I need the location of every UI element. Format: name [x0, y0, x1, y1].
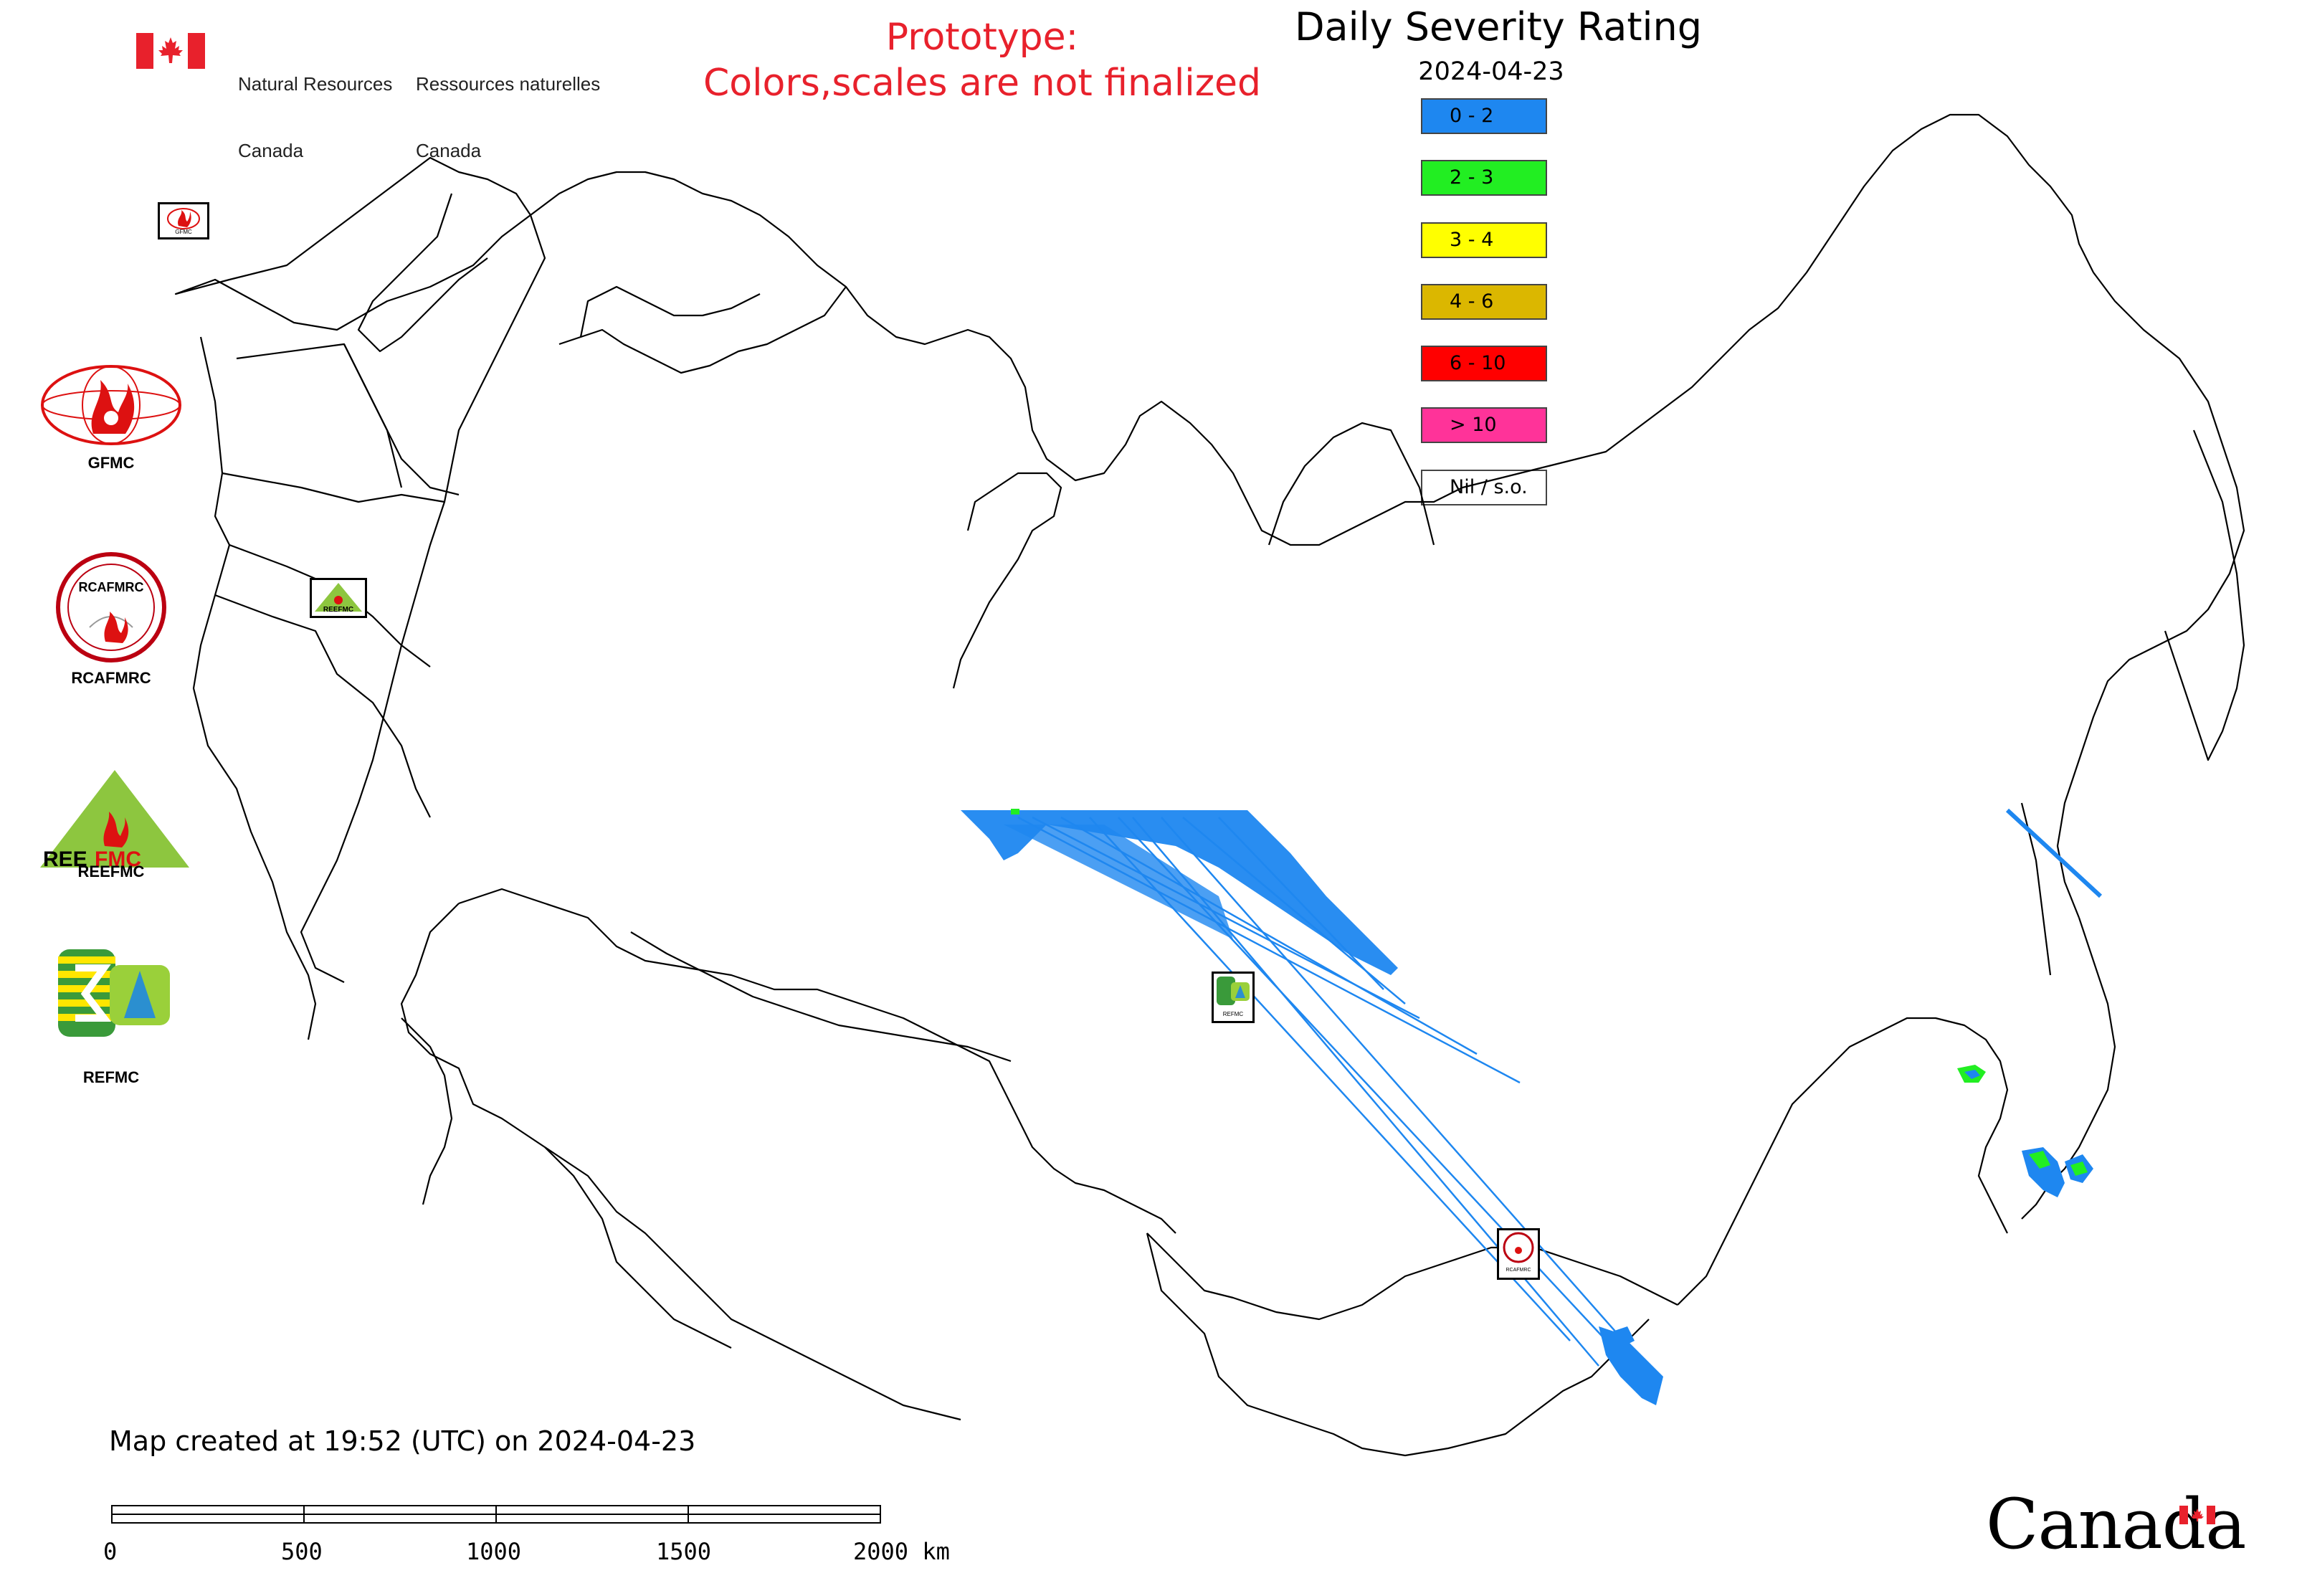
refmc-logo: REFMC: [54, 946, 197, 1090]
legend-item-nil: Nil / s.o.: [1421, 470, 1547, 505]
org-name-en: Natural Resources Canada: [238, 29, 392, 206]
canada-wordmark: Canada: [1986, 1484, 2246, 1564]
org-fr-line1: Ressources naturelles: [416, 73, 601, 95]
central-asia-south: [544, 1146, 961, 1421]
map-marker-gfmc[interactable]: GFMC: [158, 202, 209, 239]
gfmc-marker-label: GFMC: [175, 229, 192, 235]
reefmc-logo: REE FMC: [36, 767, 194, 875]
legend-item-2-3: 2 - 3: [1421, 160, 1547, 196]
goc-signature: Natural Resources Canada Ressources natu…: [136, 29, 602, 161]
scandinavia-outline: [174, 156, 532, 331]
russia-west-border: [300, 214, 546, 983]
legend-item-6-10: 6 - 10: [1421, 346, 1547, 381]
kola-peninsula: [530, 171, 847, 374]
europe-west-edge: [192, 336, 317, 1040]
novaya-zemlya: [952, 472, 1062, 689]
svg-text:RCAFMRC: RCAFMRC: [79, 580, 144, 594]
severity-region-primorye: [2022, 1147, 2065, 1197]
scale-label-0: 0: [103, 1538, 118, 1565]
rcafmrc-marker-icon: [1503, 1232, 1534, 1263]
china-north-border: [1677, 1017, 2009, 1306]
refmc-logo-icon: [58, 949, 170, 1037]
legend-item-gt-10: > 10: [1421, 407, 1547, 443]
org-fr-line2: Canada: [416, 140, 482, 161]
prototype-line2: Colors,scales are not finalized: [703, 62, 1262, 105]
legend-item-0-2: 0 - 2: [1421, 98, 1547, 134]
legend-title: Daily Severity Rating: [1294, 4, 1703, 49]
legend-item-3-4: 3 - 4: [1421, 222, 1547, 258]
map-marker-reefmc[interactable]: REEFMC: [310, 578, 367, 618]
caspian-sea: [401, 1017, 453, 1205]
rcafmrc-logo: RCAFMRC RCAFMRC: [39, 548, 183, 692]
kazakhstan-outline: [458, 888, 1176, 1234]
org-en-line1: Natural Resources: [238, 73, 393, 95]
reefmc-marker-icon: [315, 583, 362, 612]
russia-pacific-coast: [2056, 272, 2245, 918]
russia-kazakhstan-border: [630, 931, 1012, 1063]
gfmc-marker-icon: [167, 208, 200, 229]
rcafmrc-logo-icon: RCAFMRC: [56, 552, 166, 662]
reefmc-label: REEFMC: [77, 863, 145, 880]
legend-date: 2024-04-23: [1418, 57, 1564, 86]
org-en-line2: Canada: [238, 140, 304, 161]
map-marker-refmc[interactable]: REFMC: [1212, 972, 1255, 1023]
russia-arctic-coast: [845, 113, 2094, 546]
reefmc-logo-icon: REE FMC: [40, 770, 189, 871]
gfmc-logo: GFMC: [36, 362, 186, 477]
map-marker-rcafmrc[interactable]: RCAFMRC: [1497, 1228, 1540, 1280]
prototype-note: Prototype: Colors,scales are not finaliz…: [645, 14, 1319, 106]
org-name-fr: Ressources naturelles Canada: [416, 29, 600, 206]
scale-label-2000km: 2000 km: [853, 1538, 950, 1565]
map-created-timestamp: Map created at 19:52 (UTC) on 2024-04-23: [109, 1425, 696, 1457]
kamchatka: [2164, 429, 2245, 761]
refmc-marker-label: REFMC: [1222, 1011, 1244, 1017]
rcafmrc-label: RCAFMRC: [71, 669, 151, 687]
legend-item-4-6: 4 - 6: [1421, 284, 1547, 320]
canada-flag-icon: [136, 33, 205, 69]
prototype-line1: Prototype:: [885, 16, 1079, 59]
severity-streak-sakhalin: [2005, 808, 2103, 898]
mongolia-outline: [1146, 1232, 1678, 1321]
severity-region-0-2-streaks: [961, 810, 1398, 975]
reefmc-marker-label: REEFMC: [323, 606, 354, 614]
svg-text:FMC: FMC: [95, 847, 141, 871]
severity-region-0-2-south: [1599, 1326, 1663, 1405]
scale-bar: [111, 1505, 881, 1524]
rcafmrc-marker-label: RCAFMRC: [1506, 1268, 1531, 1273]
taymyr: [1267, 422, 1435, 546]
scale-label-1000: 1000: [466, 1538, 522, 1565]
svg-text:REE: REE: [43, 847, 87, 871]
country-boundaries: [174, 113, 2245, 1457]
severity-features: [961, 808, 2103, 1405]
scale-label-500: 500: [281, 1538, 323, 1565]
scale-label-1500: 1500: [656, 1538, 712, 1565]
gfmc-logo-icon: [41, 365, 181, 445]
refmc-label: REFMC: [82, 1068, 140, 1086]
severity-streak-lines: [1017, 816, 1650, 1370]
refmc-marker-icon: [1217, 977, 1250, 1005]
wordmark-flag-icon: [2179, 1506, 2215, 1524]
gfmc-label: GFMC: [87, 454, 135, 472]
